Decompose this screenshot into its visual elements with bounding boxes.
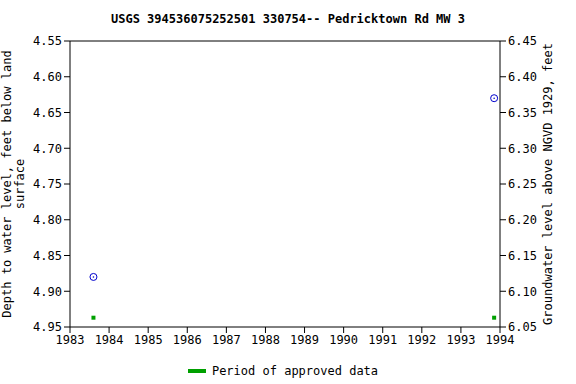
svg-text:6.40: 6.40 [508,70,537,84]
html-text:USGS 394536075252501 330754--: USGS 394536075252501 330754-- Pedricktow… [111,12,465,26]
svg-text:6.30: 6.30 [508,142,537,156]
svg-text:1988: 1988 [251,333,280,347]
html-text:Period of approved data: Period of approved data [211,364,379,378]
svg-text:1987: 1987 [212,333,241,347]
svg-text:1994: 1994 [486,333,515,347]
svg-text:6.05: 6.05 [508,320,537,334]
svg-text:6.25: 6.25 [508,177,537,191]
svg-text:4.60: 4.60 [33,70,62,84]
html-text:Depth to water level, feet bel: Depth to water level, feet below land [0,50,14,318]
svg-text:1991: 1991 [368,333,397,347]
svg-text:1989: 1989 [290,333,319,347]
svg-text:6.10: 6.10 [508,285,537,299]
svg-text:1984: 1984 [95,333,124,347]
svg-text:4.85: 4.85 [33,249,62,263]
svg-text:1983: 1983 [56,333,85,347]
svg-text:4.90: 4.90 [33,285,62,299]
svg-text:1992: 1992 [407,333,436,347]
svg-text:1985: 1985 [134,333,163,347]
svg-text:4.75: 4.75 [33,177,62,191]
html-text:surface: surface [13,158,27,210]
svg-text:6.45: 6.45 [508,34,537,48]
svg-text:4.65: 4.65 [33,106,62,120]
svg-text:1993: 1993 [446,333,475,347]
svg-text:6.20: 6.20 [508,213,537,227]
html-text:Groundwater level above NGVD 1: Groundwater level above NGVD 1929, feet [541,43,555,325]
svg-text:1990: 1990 [329,333,358,347]
svg-text:4.70: 4.70 [33,142,62,156]
svg-text:4.80: 4.80 [33,213,62,227]
svg-text:1986: 1986 [173,333,202,347]
svg-text:4.55: 4.55 [33,34,62,48]
svg-text:6.15: 6.15 [508,249,537,263]
svg-text:6.35: 6.35 [508,106,537,120]
svg-text:4.95: 4.95 [33,320,62,334]
